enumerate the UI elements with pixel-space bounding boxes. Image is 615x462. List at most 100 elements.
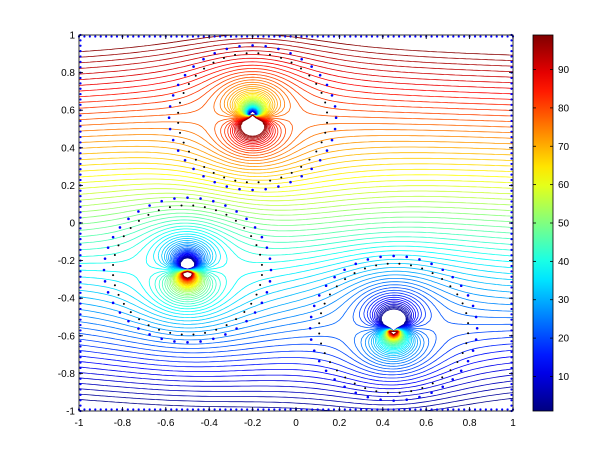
boundary-point-right [510,270,513,273]
boundary-point-outer [441,385,445,389]
boundary-point-inner [465,342,468,345]
boundary-point-right [510,44,513,47]
boundary-point-inner [320,312,323,315]
boundary-point-inner [147,213,150,216]
x-tick-label: 0.8 [463,418,477,429]
boundary-point-bottom [99,408,102,411]
boundary-point-inner [194,74,197,77]
boundary-point-outer [309,315,313,319]
boundary-point-top [105,35,108,38]
boundary-point-inner [203,67,206,70]
boundary-point-outer [137,327,140,330]
boundary-point-top [446,35,449,38]
boundary-point-right [510,254,513,257]
boundary-point-right [510,399,513,402]
boundary-point-right [510,82,513,85]
boundary-point-left [79,39,82,42]
boundary-point-top [235,35,238,38]
boundary-point-left [79,119,82,123]
boundary-point-outer [318,158,322,162]
boundary-point-top [191,35,195,38]
boundary-point-outer [475,326,479,330]
boundary-point-left [79,404,82,407]
boundary-point-right [510,103,513,106]
boundary-point-inner [137,219,140,222]
boundary-point-outer [103,280,107,283]
boundary-point-inner [320,91,323,94]
boundary-point-bottom [332,408,336,411]
boundary-point-inner [323,302,326,305]
contour-level-13 [79,108,513,370]
boundary-point-outer [173,197,176,200]
contour-level-28 [79,103,513,346]
boundary-point-top [180,35,184,38]
boundary-point-right [510,238,513,241]
boundary-point-left [79,291,82,294]
boundary-points [77,33,515,413]
boundary-point-bottom [262,408,265,411]
boundary-point-top [403,35,406,38]
boundary-point-top [143,35,146,38]
boundary-point-outer [354,262,358,266]
boundary-point-outer [192,65,195,68]
boundary-point-top [159,35,162,38]
boundary-point-top [110,35,113,38]
boundary-point-outer [176,83,180,87]
boundary-point-left [79,399,82,402]
boundary-point-inner [178,101,181,104]
colorbar: 10 20 30 40 50 60 70 80 90 [532,34,570,412]
boundary-point-top [115,35,119,38]
boundary-point-outer [418,395,421,399]
boundary-point-left [79,307,82,311]
boundary-point-left [79,323,82,327]
boundary-point-bottom [88,408,91,411]
boundary-point-outer [466,359,470,363]
boundary-point-top [435,35,439,38]
boundary-point-left [79,82,82,85]
boundary-point-top [408,35,412,38]
boundary-point-inner [234,53,237,56]
y-tick-label: -0.4 [58,294,76,305]
boundary-point-inner [300,165,303,168]
contour-level-17 [79,107,513,360]
boundary-point-outer [265,246,269,249]
boundary-point-top [99,35,102,38]
boundary-point-right [510,286,513,289]
boundary-point-right [510,345,513,348]
boundary-point-outer [289,51,292,55]
boundary-point-left [79,275,82,278]
boundary-point-bottom [94,408,97,411]
boundary-point-left [79,232,82,235]
boundary-point-inner [431,382,434,385]
boundary-point-left [79,92,82,96]
boundary-point-inner [467,332,470,335]
boundary-point-inner [441,278,444,281]
boundary-point-inner [308,74,311,77]
boundary-point-outer [235,210,238,213]
boundary-point-inner [182,141,185,144]
boundary-point-inner [326,111,329,114]
boundary-point-inner [456,293,459,296]
boundary-point-inner [324,131,327,134]
boundary-point-left [79,356,82,359]
boundary-point-inner [290,171,293,174]
boundary-point-inner [326,121,329,124]
boundary-point-inner [431,272,434,275]
boundary-point-right [510,125,513,128]
boundary-point-outer [168,127,172,131]
boundary-point-right [510,152,513,155]
x-tick-label: 1 [510,418,516,429]
boundary-point-outer [333,275,336,279]
boundary-point-right [510,350,513,354]
boundary-point-inner [177,111,180,114]
boundary-point-outer [309,338,313,341]
boundary-point-outer [379,398,382,402]
boundary-point-outer [265,291,269,294]
boundary-point-inner [180,333,183,336]
contour-level-26 [79,104,513,347]
boundary-point-right [510,280,513,284]
boundary-point-left [79,178,82,182]
boundary-point-inner [335,285,338,288]
boundary-point-outer [171,138,175,142]
boundary-point-top [484,35,487,38]
